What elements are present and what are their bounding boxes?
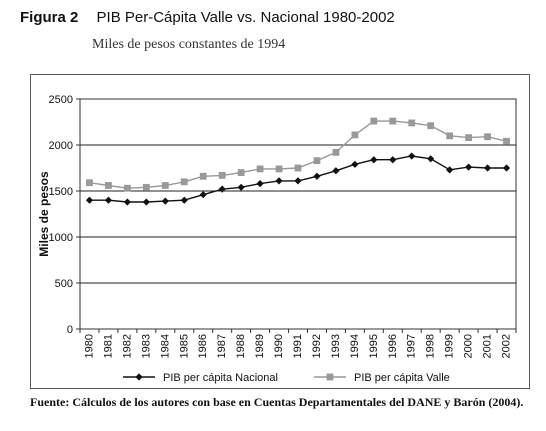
- chart-frame: 0 500 1000 1500 2000 2500 1980 1981 1982 1983 1984…: [30, 74, 530, 389]
- point-valle-1988: [237, 169, 245, 176]
- point-valle-1984: [161, 182, 169, 189]
- y-tick-label-0: 0: [67, 324, 73, 336]
- point-valle-1982: [123, 184, 131, 192]
- line-chart: 0 500 1000 1500 2000 2500 1980 1981 1982 1983 1984…: [37, 94, 517, 384]
- point-nacional-1999: [446, 166, 454, 174]
- x-tick-label-1986: 1986: [197, 334, 209, 358]
- point-nacional-1998: [427, 155, 435, 163]
- point-valle-2001: [484, 133, 491, 141]
- x-tick-label-1981: 1981: [102, 334, 114, 358]
- point-valle-1998: [427, 122, 435, 130]
- point-nacional-1984: [161, 197, 169, 205]
- x-tick-label-1985: 1985: [178, 334, 190, 358]
- point-nacional-1996: [389, 156, 397, 164]
- point-valle-1986: [199, 172, 207, 180]
- y-tick-label-500: 500: [55, 278, 73, 290]
- x-tick-label-1992: 1992: [311, 334, 323, 358]
- point-valle-1997: [408, 119, 416, 127]
- point-nacional-1980: [85, 196, 94, 204]
- point-nacional-2000: [465, 163, 473, 171]
- x-tick-label-2000: 2000: [463, 334, 475, 358]
- legend-label-valle: PIB per cápita Valle: [354, 372, 450, 384]
- point-valle-2002: [503, 137, 510, 145]
- point-nacional-1985: [180, 196, 188, 204]
- point-valle-1983: [142, 183, 150, 191]
- x-tick-label-1999: 1999: [444, 334, 456, 358]
- point-valle-1987: [218, 171, 226, 179]
- x-tick-label-1991: 1991: [292, 334, 304, 358]
- x-tick-label-1995: 1995: [368, 334, 380, 358]
- x-tick-label-1983: 1983: [140, 334, 152, 358]
- point-valle-1989: [256, 165, 264, 173]
- point-valle-1981: [105, 182, 112, 189]
- y-tick-label-1500: 1500: [49, 186, 73, 198]
- figure-label: Figura 2: [20, 9, 79, 26]
- point-nacional-1983: [142, 198, 150, 206]
- point-nacional-1981: [104, 196, 113, 204]
- point-valle-1993: [332, 148, 340, 156]
- point-nacional-1986: [199, 191, 207, 199]
- point-nacional-1988: [237, 183, 245, 191]
- point-valle-1990: [275, 165, 283, 173]
- x-tick-label-1989: 1989: [254, 334, 266, 358]
- x-tick-label-1987: 1987: [216, 334, 228, 358]
- point-nacional-2002: [502, 164, 511, 172]
- point-valle-1995: [370, 117, 378, 125]
- figure-subtitle: Miles de pesos constantes de 1994: [92, 37, 286, 52]
- x-tick-label-1993: 1993: [330, 334, 342, 358]
- point-nacional-1997: [408, 152, 416, 160]
- x-tick-label-1997: 1997: [406, 334, 418, 358]
- x-tick-label-2001: 2001: [482, 334, 494, 358]
- x-tick-label-1994: 1994: [349, 334, 361, 358]
- point-valle-1991: [294, 164, 302, 172]
- point-valle-1992: [313, 157, 321, 165]
- x-tick-label-1982: 1982: [121, 334, 133, 358]
- x-tick-label-1984: 1984: [159, 334, 171, 358]
- x-tick-label-1988: 1988: [235, 334, 247, 358]
- figure-title: PIB Per-Cápita Valle vs. Nacional 1980-2…: [96, 9, 395, 26]
- point-nacional-1991: [294, 177, 302, 185]
- y-tick-label-2000: 2000: [49, 140, 73, 152]
- point-valle-2000: [465, 134, 473, 142]
- point-nacional-1982: [123, 198, 131, 206]
- point-valle-1999: [446, 132, 454, 140]
- y-tick-label-2500: 2500: [49, 94, 73, 106]
- x-tick-label-1998: 1998: [425, 334, 437, 358]
- point-valle-1985: [180, 178, 188, 186]
- point-valle-1994: [351, 131, 359, 139]
- legend-marker-valle: [326, 373, 334, 381]
- figure-header: Figura 2 PIB Per-Cápita Valle vs. Nacion…: [20, 9, 395, 26]
- point-nacional-1995: [370, 156, 378, 164]
- point-nacional-1994: [351, 160, 359, 168]
- legend-label-nacional: PIB per cápita Nacional: [163, 372, 278, 384]
- point-valle-1980: [86, 179, 93, 187]
- legend-marker-nacional: [135, 373, 143, 381]
- source-note: Fuente: Cálculos de los autores con base…: [30, 395, 524, 409]
- point-nacional-1992: [313, 172, 321, 180]
- x-tick-label-1996: 1996: [387, 334, 399, 358]
- y-axis-label: Miles de pesos: [37, 171, 51, 257]
- x-tick-label-2002: 2002: [501, 334, 513, 358]
- point-nacional-1993: [332, 167, 340, 175]
- point-valle-1996: [389, 117, 397, 125]
- point-nacional-1987: [218, 185, 226, 193]
- plot-area: [79, 98, 517, 330]
- y-tick-label-1000: 1000: [49, 232, 73, 244]
- x-tick-label-1990: 1990: [273, 334, 285, 358]
- x-tick-label-1980: 1980: [83, 334, 95, 358]
- point-nacional-2001: [483, 164, 492, 172]
